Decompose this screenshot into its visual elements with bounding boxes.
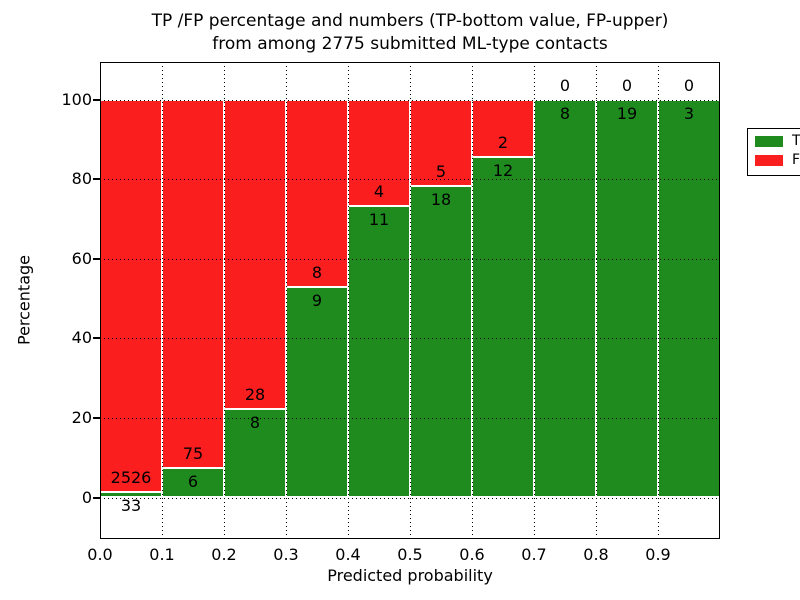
fp-count-label: 0 <box>621 75 633 95</box>
legend-entry: TP <box>755 133 800 149</box>
legend: TP FP <box>747 128 800 176</box>
fp-legend-swatch <box>755 155 783 166</box>
tp-count-label: 8 <box>249 413 261 433</box>
tp-count-label: 3 <box>683 103 695 123</box>
gridline-vertical <box>286 62 287 539</box>
bar-segment-tp <box>534 99 596 498</box>
y-tick-mark <box>93 178 100 181</box>
tp-count-label: 18 <box>430 190 452 210</box>
x-tick-label: 0.1 <box>149 545 175 564</box>
chart-title-line2: from among 2775 submitted ML-type contac… <box>212 34 608 54</box>
y-tick-mark <box>93 337 100 340</box>
x-tick-label: 0.7 <box>521 545 547 564</box>
fp-count-label: 0 <box>683 75 695 95</box>
x-tick-label: 0.0 <box>87 545 113 564</box>
x-tick-label: 0.2 <box>211 545 237 564</box>
bar-segment-tp <box>596 99 658 498</box>
y-tick-label: 20 <box>71 407 92 427</box>
bar-segment-fp <box>224 99 286 410</box>
y-tick-label: 100 <box>61 89 92 109</box>
gridline-vertical <box>596 62 597 539</box>
y-tick-mark <box>93 416 100 419</box>
fp-count-label: 2526 <box>110 468 152 488</box>
bar-segment-tp <box>658 99 720 498</box>
bar-segment-tp <box>162 468 224 498</box>
fp-count-label: 4 <box>373 181 385 201</box>
tp-count-label: 8 <box>559 103 571 123</box>
x-tick-label: 0.9 <box>645 545 671 564</box>
x-axis-label: Predicted probability <box>327 566 493 585</box>
tp-count-label: 11 <box>368 209 390 229</box>
bar-segment-fp <box>100 99 162 493</box>
bar-segment-tp <box>410 186 472 498</box>
gridline-vertical <box>348 62 349 539</box>
fp-count-label: 2 <box>497 132 509 152</box>
gridline-vertical <box>472 62 473 539</box>
fp-count-label: 5 <box>435 162 447 182</box>
y-tick-mark <box>93 496 100 499</box>
tp-count-label: 6 <box>187 472 199 492</box>
y-tick-label: 80 <box>71 169 92 189</box>
fp-count-label: 28 <box>244 385 266 405</box>
gridline-vertical <box>658 62 659 539</box>
y-tick-mark <box>93 257 100 260</box>
fp-count-label: 8 <box>311 263 323 282</box>
bar-segment-tp <box>224 409 286 498</box>
y-tick-mark <box>93 98 100 101</box>
legend-entry: FP <box>755 152 800 168</box>
y-tick-label: 60 <box>71 248 92 268</box>
x-tick-label: 0.3 <box>273 545 299 564</box>
tp-count-label: 9 <box>311 291 323 310</box>
fp-count-label: 0 <box>559 75 571 95</box>
chart-title-line1: TP /FP percentage and numbers (TP-bottom… <box>151 11 669 31</box>
plot-area: TP FP 2526 33 75 6 28 8 8 9 4 11 5 18 2 12 0 8 0 19 0 3 <box>100 62 800 539</box>
x-tick-label: 0.4 <box>335 545 361 564</box>
gridline-vertical <box>410 62 411 539</box>
x-tick-label: 0.8 <box>583 545 609 564</box>
tp-count-label: 33 <box>120 496 142 516</box>
tp-count-label: 12 <box>492 160 514 180</box>
gridline-vertical <box>162 62 163 539</box>
bar-segment-fp <box>162 99 224 469</box>
bar-segment-tp <box>286 287 348 498</box>
tp-legend-swatch <box>755 136 783 147</box>
legend-entry-label: FP <box>792 152 800 168</box>
chart-title: TP /FP percentage and numbers (TP-bottom… <box>100 10 720 56</box>
bar-segment-tp <box>472 156 534 498</box>
bar-segment-fp <box>286 99 348 287</box>
gridline-vertical <box>534 62 535 539</box>
bar-segment-tp <box>348 205 410 498</box>
legend-entry-label: TP <box>792 133 800 149</box>
gridline-vertical <box>224 62 225 539</box>
y-axis-label: Percentage <box>14 254 34 346</box>
y-tick-label: 0 <box>81 487 92 507</box>
x-tick-label: 0.6 <box>459 545 485 564</box>
x-tick-label: 0.5 <box>397 545 423 564</box>
fp-count-label: 75 <box>182 444 204 464</box>
tp-count-label: 19 <box>616 103 638 123</box>
y-tick-label: 40 <box>71 328 92 348</box>
